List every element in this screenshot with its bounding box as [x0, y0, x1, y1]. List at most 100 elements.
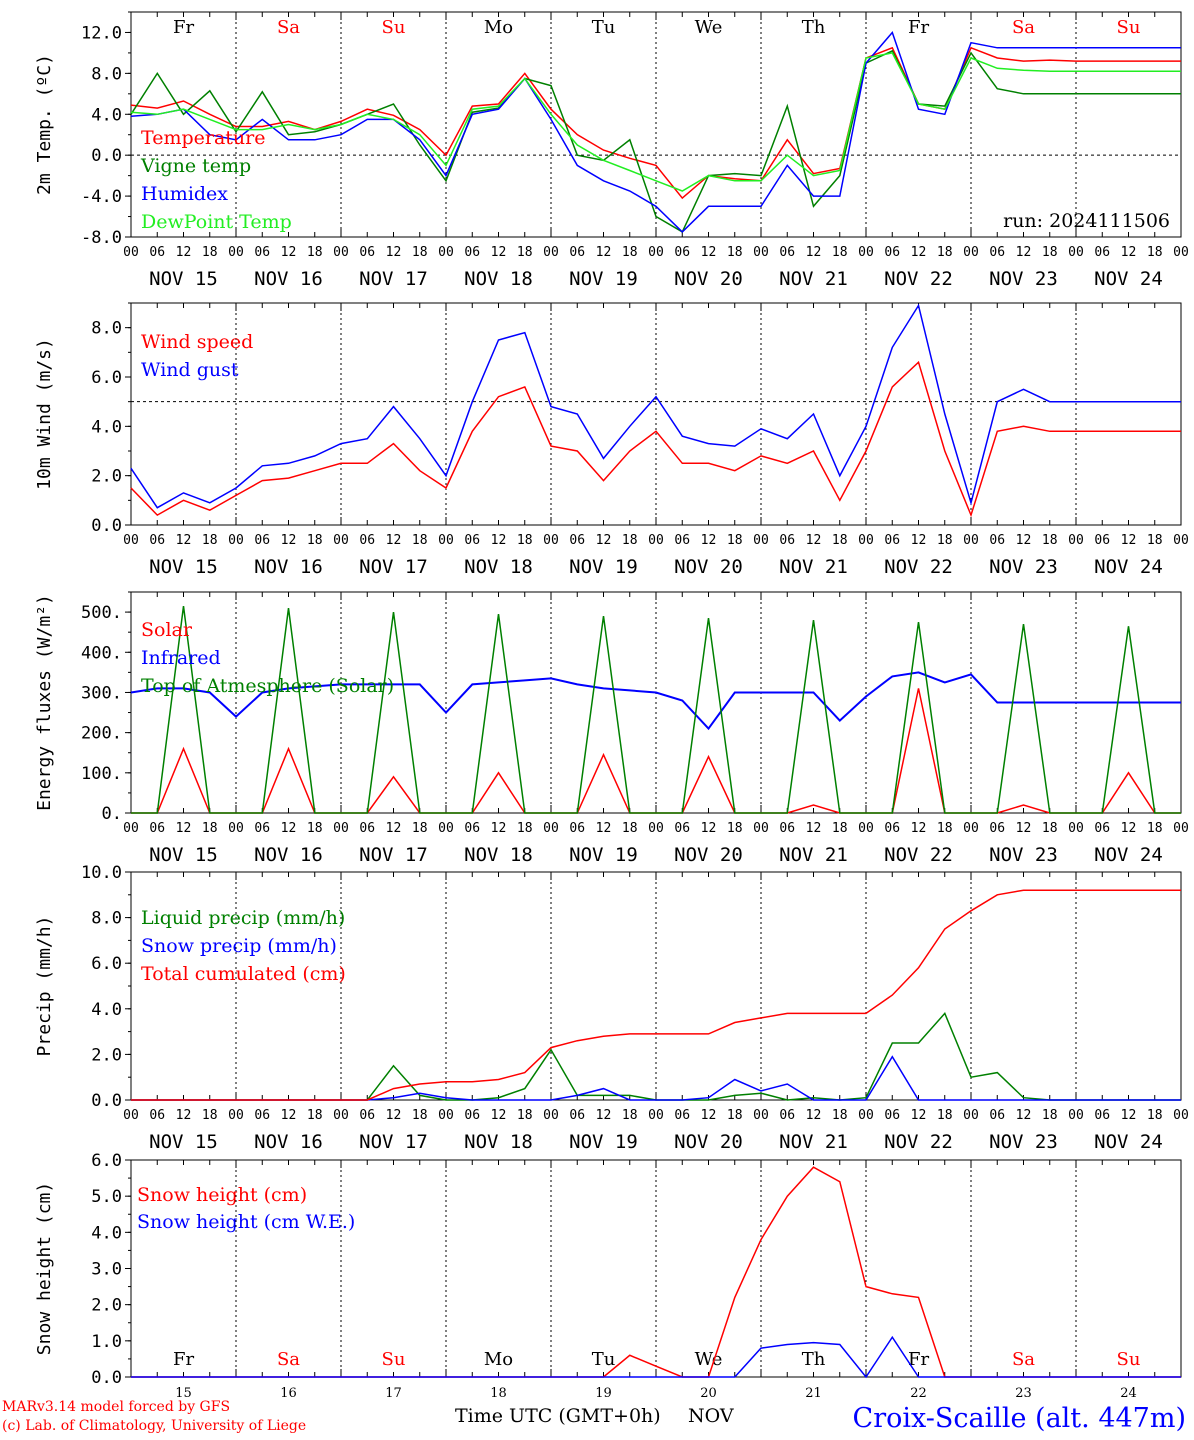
y-tick-label: 0.0 — [91, 516, 122, 536]
y-tick-label: 6.0 — [91, 954, 122, 974]
x-hour-label: 18 — [1147, 1108, 1163, 1123]
x-hour-label: 06 — [149, 821, 165, 836]
x-hour-label: 06 — [884, 245, 900, 260]
x-hour-label: 12 — [176, 1108, 192, 1123]
x-hour-label: 12 — [281, 821, 297, 836]
x-hour-label: 00 — [858, 821, 874, 836]
weekday-label: Su — [382, 17, 406, 38]
x-hour-label: 12 — [596, 245, 612, 260]
x-hour-label: 00 — [1173, 1108, 1189, 1123]
x-hour-label: 18 — [517, 1108, 533, 1123]
x-date-label: NOV 21 — [779, 844, 848, 866]
x-hour-label: 18 — [937, 245, 953, 260]
x-hour-label: 00 — [1173, 821, 1189, 836]
x-date-label: NOV 23 — [989, 556, 1058, 578]
weekday-label: Fr — [908, 17, 929, 38]
legend-entry: Solar — [141, 619, 193, 641]
x-hour-label: 06 — [569, 821, 585, 836]
x-hour-label: 18 — [412, 821, 428, 836]
x-hour-label: 00 — [123, 1108, 139, 1123]
x-hour-label: 00 — [753, 821, 769, 836]
x-hour-label: 12 — [596, 533, 612, 548]
x-hour-label: 06 — [779, 533, 795, 548]
x-hour-label: 00 — [858, 533, 874, 548]
legend-entry: Infrared — [141, 647, 221, 669]
weekday-label: Tu — [592, 1349, 616, 1370]
x-hour-label: 06 — [1094, 533, 1110, 548]
weekday-label: Fr — [173, 1349, 194, 1370]
x-hour-label: 06 — [149, 245, 165, 260]
x-hour-label: 00 — [648, 245, 664, 260]
x-hour-label: 12 — [1016, 533, 1032, 548]
x-hour-label: 12 — [596, 821, 612, 836]
x-hour-label: 00 — [123, 245, 139, 260]
x-date-label: NOV 23 — [989, 844, 1058, 866]
x-hour-label: 06 — [779, 245, 795, 260]
y-axis-label: Precip (mm/h) — [34, 916, 55, 1057]
x-hour-label: 12 — [1121, 821, 1137, 836]
x-hour-label: 12 — [806, 533, 822, 548]
x-hour-label: 00 — [858, 245, 874, 260]
x-hour-label: 00 — [228, 533, 244, 548]
panel-1: 12.0 8.0 4.0 0.0 -4.0 -8.0 2m Temp. (ºC) 00 06 12… — [34, 11, 1189, 290]
x-hour-label: 00 — [438, 821, 454, 836]
x-hour-label: 06 — [674, 821, 690, 836]
x-hour-label: 06 — [569, 1108, 585, 1123]
x-hour-label: 12 — [1121, 245, 1137, 260]
x-hour-label: 12 — [491, 1108, 507, 1123]
x-date-label: NOV 15 — [149, 1131, 218, 1153]
x-hour-label: 18 — [1147, 245, 1163, 260]
x-hour-label: 12 — [1121, 1108, 1137, 1123]
x-date-label: NOV 19 — [569, 844, 638, 866]
x-hour-label: 12 — [911, 1108, 927, 1123]
x-hour-label: 06 — [149, 1108, 165, 1123]
legend-entry: Wind gust — [141, 359, 239, 381]
x-hour-label: 12 — [806, 821, 822, 836]
weekday-label: We — [695, 17, 723, 38]
x-hour-label: 06 — [254, 821, 270, 836]
panel-5: 6.0 5.0 4.0 3.0 2.0 1.0 0.0 Snow height (cm) 15 1… — [34, 1151, 1182, 1401]
y-tick-label: 6.0 — [91, 368, 122, 388]
x-hour-label: 00 — [123, 821, 139, 836]
x-hour-label: 06 — [359, 1108, 375, 1123]
x-hour-label: 12 — [1016, 1108, 1032, 1123]
x-date-label: NOV 21 — [779, 268, 848, 290]
x-hour-label: 18 — [937, 1108, 953, 1123]
x-date-label: NOV 17 — [359, 1131, 428, 1153]
x-date-number: 20 — [700, 1386, 717, 1401]
x-hour-label: 12 — [491, 533, 507, 548]
x-hour-label: 12 — [701, 821, 717, 836]
y-tick-label: 0. — [102, 804, 122, 824]
x-date-label: NOV 22 — [884, 268, 953, 290]
weekday-label: Su — [382, 1349, 406, 1370]
x-hour-label: 00 — [648, 821, 664, 836]
x-hour-label: 12 — [176, 245, 192, 260]
x-hour-label: 18 — [202, 245, 218, 260]
x-hour-label: 18 — [307, 1108, 323, 1123]
x-hour-label: 18 — [517, 245, 533, 260]
x-hour-label: 18 — [622, 1108, 638, 1123]
legend-entry: Liquid precip (mm/h) — [141, 907, 345, 929]
x-hour-label: 18 — [202, 821, 218, 836]
x-hour-label: 12 — [281, 533, 297, 548]
x-date-label: NOV 17 — [359, 556, 428, 578]
x-hour-label: 18 — [1042, 1108, 1058, 1123]
weekday-label: Mo — [484, 17, 513, 38]
x-date-number: 24 — [1120, 1386, 1137, 1401]
x-date-label: NOV 19 — [569, 268, 638, 290]
x-hour-label: 12 — [176, 533, 192, 548]
x-hour-label: 12 — [1016, 245, 1032, 260]
x-hour-label: 12 — [1121, 533, 1137, 548]
x-date-label: NOV 23 — [989, 1131, 1058, 1153]
x-hour-label: 00 — [438, 245, 454, 260]
x-hour-label: 18 — [202, 1108, 218, 1123]
x-hour-label: 12 — [806, 1108, 822, 1123]
x-hour-label: 00 — [228, 1108, 244, 1123]
x-hour-label: 12 — [281, 245, 297, 260]
x-hour-label: 12 — [911, 821, 927, 836]
y-tick-label: 8.0 — [91, 909, 122, 929]
x-hour-label: 06 — [779, 1108, 795, 1123]
x-hour-label: 06 — [989, 533, 1005, 548]
x-hour-label: 18 — [832, 821, 848, 836]
